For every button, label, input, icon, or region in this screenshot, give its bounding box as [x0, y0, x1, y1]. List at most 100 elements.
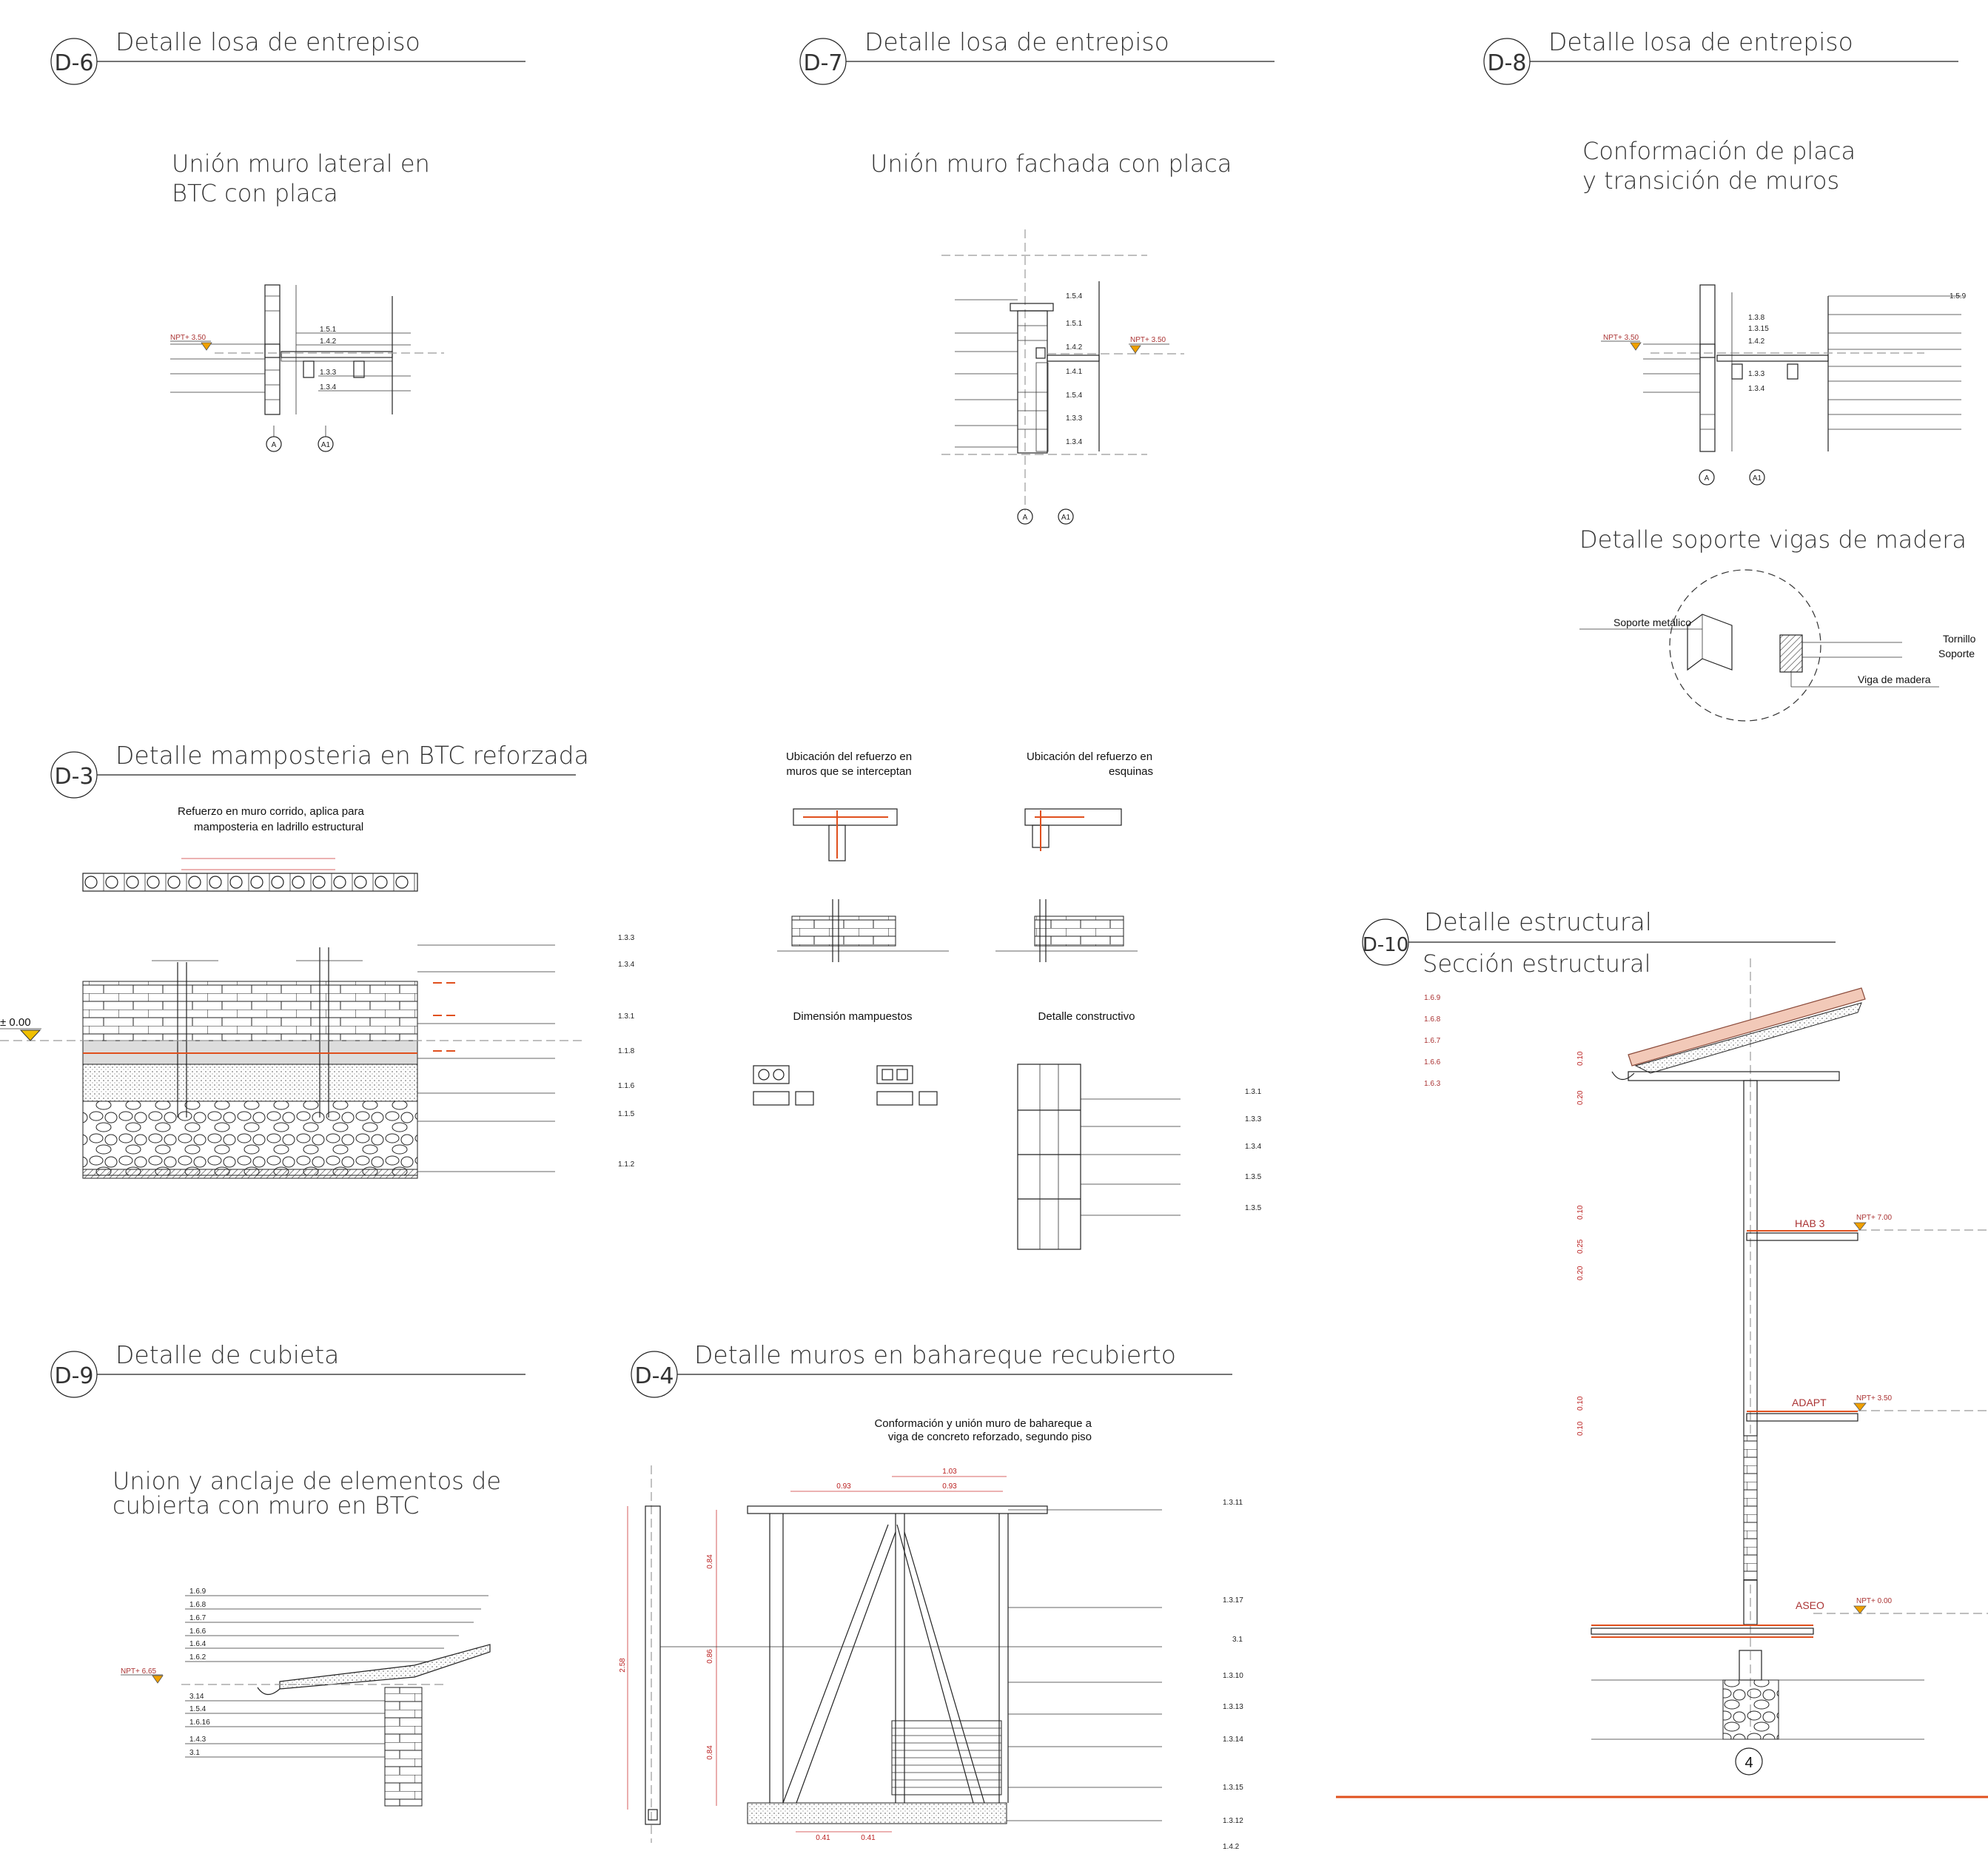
detail-d6: D-6 Detalle losa de entrepiso Unión muro… [50, 27, 525, 452]
axis-label-a: A [1705, 474, 1710, 483]
callout-4: 1.3.10 [1223, 1672, 1243, 1680]
dim-top-1: 1.03 [942, 1468, 957, 1476]
block-hole [188, 876, 201, 889]
brick-stack-2 [995, 899, 1138, 962]
axis-label-a: A [1023, 514, 1028, 522]
npt-label: NPT+ 3.50 [170, 334, 206, 342]
note-line-2: viga de concreto reforzado, segundo piso [888, 1431, 1092, 1443]
dim-bottom-2: 0.41 [861, 1834, 876, 1842]
note-line-2: mamposteria en ladrillo estructural [194, 821, 363, 833]
location-title-1a: Ubicación del refuerzo en [786, 750, 912, 763]
detail-title: Detalle estructural [1424, 907, 1652, 936]
detail-title: Detalle mamposteria en BTC reforzada [115, 741, 589, 770]
npt-label: NPT+ 6.65 [121, 1667, 157, 1676]
lath-hatch [892, 1727, 1001, 1788]
support-label-metal: Soporte metálico [1613, 617, 1691, 628]
detail-tag: D-3 [54, 764, 93, 790]
wall-callout-1: 3.14 [189, 1693, 204, 1701]
construction-callout-1: 1.3.1 [1245, 1088, 1262, 1096]
callout-5: 1.3.13 [1223, 1703, 1243, 1711]
block-hole [126, 876, 139, 889]
dim-7: 0.10 [1576, 1421, 1585, 1436]
detail-subtitle: Sección estructural [1423, 950, 1651, 978]
wall-callout-2: 1.5.4 [189, 1705, 206, 1713]
block-hole [312, 876, 326, 889]
block-hole [105, 876, 118, 889]
callout-3: 3.1 [1232, 1636, 1243, 1644]
dim-side-1: 0.84 [706, 1554, 714, 1569]
dim-total: 2.58 [619, 1658, 627, 1673]
support-label-support: Soporte [1938, 648, 1975, 659]
construction-callout-4: 1.3.5 [1245, 1173, 1262, 1181]
room-npt-2: NPT+ 3.50 [1856, 1394, 1893, 1402]
dim-1: 0.10 [1576, 1051, 1585, 1066]
block-hole [209, 876, 222, 889]
location-title-2b: esquinas [1109, 765, 1153, 778]
wall-callout-4: 1.4.3 [189, 1736, 206, 1744]
dim-6: 0.10 [1576, 1396, 1585, 1411]
callout-3: 1.6.7 [1424, 1037, 1441, 1045]
axis-label-a: A [272, 441, 277, 449]
detail-title: Detalle de cubieta [115, 1340, 339, 1369]
callout-3: 1.4.2 [1748, 337, 1765, 346]
detail-tag: D-10 [1363, 934, 1409, 956]
detail-title: Detalle muros en bahareque recubierto [694, 1340, 1176, 1369]
callout-8: 1.3.12 [1223, 1817, 1243, 1825]
dim-side-3: 0.84 [706, 1745, 714, 1760]
note-line-1: Conformación y unión muro de bahareque a [874, 1417, 1092, 1430]
block-hole [229, 876, 243, 889]
block-hole [292, 876, 305, 889]
dim-2: 0.20 [1576, 1090, 1585, 1105]
dim-3: 0.10 [1576, 1205, 1585, 1220]
support-label-screw: Tornillo [1943, 633, 1976, 645]
block-hole [375, 876, 388, 889]
dim-bottom-1: 0.41 [816, 1834, 830, 1842]
detail-subtitle-2: cubierta con muro en BTC [113, 1491, 420, 1519]
callout-1: 1.6.9 [1424, 994, 1441, 1002]
block-row [82, 873, 418, 892]
callout-4: 1.6.6 [1424, 1058, 1441, 1066]
detail-d3: D-3 Detalle mamposteria en BTC reforzada… [0, 741, 1262, 1250]
callout-5: 1.3.4 [1748, 385, 1765, 393]
detail-subtitle-1: Union y anclaje de elementos de [113, 1467, 501, 1495]
block-hole [395, 876, 409, 889]
block-hole [333, 876, 346, 889]
callout-2: 1.4.2 [320, 337, 337, 346]
construction-title: Detalle constructivo [1038, 1010, 1135, 1023]
roof-callout-2: 1.6.8 [189, 1601, 206, 1609]
construction-callout-5: 1.3.5 [1245, 1204, 1262, 1212]
callout-2: 1.5.1 [1066, 320, 1083, 328]
callout-4: 1.3.4 [320, 383, 337, 392]
callout-7: 1.1.2 [618, 1160, 635, 1169]
detail-tag: D-4 [634, 1363, 674, 1389]
callout-7: 1.3.15 [1223, 1784, 1243, 1792]
detail-title: Detalle losa de entrepiso [864, 27, 1169, 56]
location-title-2a: Ubicación del refuerzo en [1027, 750, 1152, 763]
block-hole [250, 876, 263, 889]
axis-label-a1: A1 [321, 441, 331, 449]
detail-tag: D-9 [54, 1363, 93, 1389]
axis-label: 4 [1744, 1755, 1753, 1771]
roof-callout-3: 1.6.7 [189, 1614, 206, 1622]
detail-tag: D-6 [54, 50, 93, 76]
callout-1: 1.5.4 [1066, 292, 1083, 300]
detail-title: Detalle losa de entrepiso [115, 27, 420, 56]
room-name-3: ASEO [1796, 1599, 1824, 1611]
callout-9: 1.4.2 [1223, 1843, 1240, 1851]
detail-d7: D-7 Detalle losa de entrepiso Unión muro… [799, 27, 1275, 525]
callout-6: 1.3.14 [1223, 1736, 1243, 1744]
detail-d8: D-8 Detalle losa de entrepiso Conformaci… [1483, 27, 1976, 722]
dimension-title: Dimensión mampuestos [793, 1010, 913, 1023]
detail-subtitle-1: Conformación de placa [1582, 137, 1856, 165]
callout-1: 1.3.3 [618, 934, 635, 942]
detail-title: Detalle losa de entrepiso [1548, 27, 1853, 56]
room-name-2: ADAPT [1792, 1397, 1827, 1408]
callout-7: 1.3.4 [1066, 438, 1083, 446]
detail-d10: D-10 Detalle estructural Sección estruct… [1336, 907, 1988, 1798]
dim-top-2: 0.93 [836, 1482, 851, 1491]
detail-d4: D-4 Detalle muros en bahareque recubiert… [619, 1340, 1243, 1851]
block-hole [354, 876, 367, 889]
block-hole [167, 876, 181, 889]
callout-side: 1.5.9 [1950, 292, 1967, 300]
wall-callout-5: 3.1 [189, 1749, 200, 1757]
